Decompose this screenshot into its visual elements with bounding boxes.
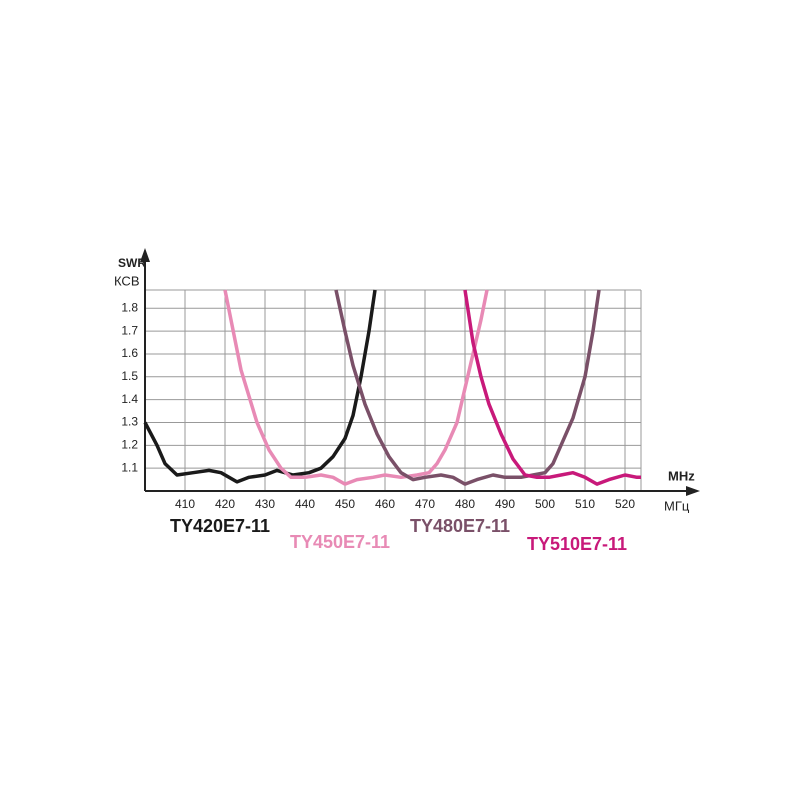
y-axis-label: SWR — [118, 256, 146, 270]
x-tick-label: 480 — [455, 497, 475, 511]
x-tick-label: 440 — [295, 497, 315, 511]
x-tick-label: 430 — [255, 497, 275, 511]
y-tick-label: 1.1 — [121, 460, 138, 474]
y-tick-label: 1.2 — [121, 437, 138, 451]
x-tick-label: 510 — [575, 497, 595, 511]
y-tick-label: 1.6 — [121, 346, 138, 360]
y-tick-label: 1.3 — [121, 415, 138, 429]
x-axis-label: MHz — [668, 468, 695, 483]
x-tick-label: 500 — [535, 497, 555, 511]
x-tick-label: 450 — [335, 497, 355, 511]
x-tick-label: 520 — [615, 497, 635, 511]
y-tick-label: 1.4 — [121, 392, 138, 406]
y-axis-label-alt: КСВ — [114, 273, 140, 288]
y-tick-label: 1.8 — [121, 300, 138, 314]
x-tick-label: 460 — [375, 497, 395, 511]
x-tick-label: 470 — [415, 497, 435, 511]
legend-label: TY450E7-11 — [290, 532, 390, 552]
y-tick-label: 1.5 — [121, 369, 138, 383]
x-tick-label: 420 — [215, 497, 235, 511]
y-axis-arrow — [140, 248, 150, 262]
x-tick-label: 410 — [175, 497, 195, 511]
x-axis-label-alt: МГц — [664, 498, 690, 513]
series-line — [223, 289, 489, 486]
series-line — [463, 289, 641, 486]
legend-label: TY480E7-11 — [410, 516, 510, 536]
series-line — [143, 289, 377, 484]
x-tick-label: 490 — [495, 497, 515, 511]
x-axis-arrow — [686, 486, 700, 496]
legend-label: TY510E7-11 — [527, 534, 627, 554]
series-line — [334, 289, 601, 486]
y-tick-label: 1.7 — [121, 323, 138, 337]
legend-label: TY420E7-11 — [170, 516, 270, 536]
